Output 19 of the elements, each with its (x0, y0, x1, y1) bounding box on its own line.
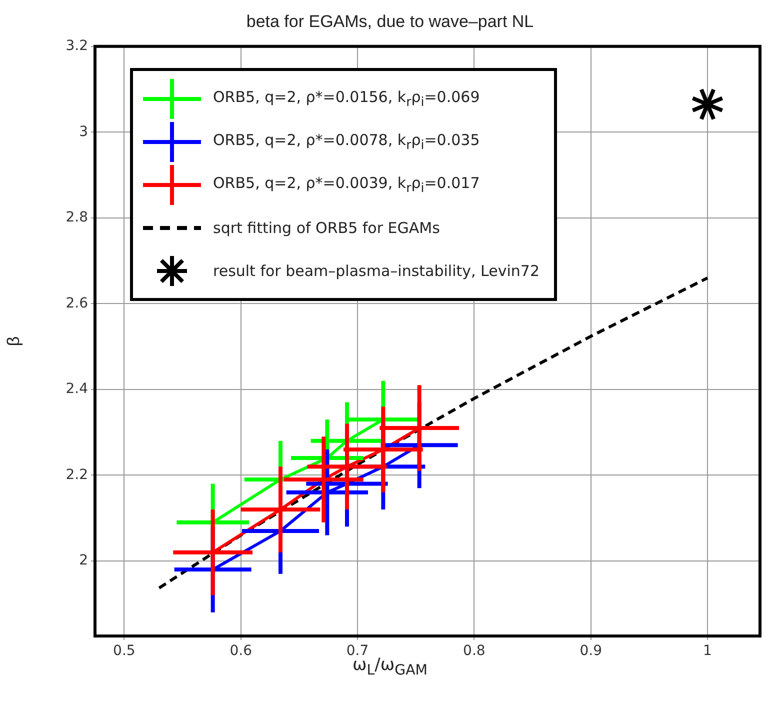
legend-label: result for beam–plasma–instability, Levin72 (213, 262, 540, 280)
legend-label: ORB5, q=2, ρ*=0.0039, k$_{r}$ρ$_{i}$=0.017 (213, 174, 480, 195)
y-tick-label: 2.6 (66, 295, 88, 312)
y-tick-label: 2 (79, 552, 88, 569)
legend-label: ORB5, q=2, ρ*=0.0156, k$_{r}$ρ$_{i}$=0.069 (213, 88, 480, 109)
x-tick-label: 0.9 (580, 643, 602, 660)
legend-label: sqrt fitting of ORB5 for EGAMs (213, 218, 440, 236)
legend-label: ORB5, q=2, ρ*=0.0078, k$_{r}$ρ$_{i}$=0.035 (213, 131, 480, 152)
y-tick-label: 3.2 (66, 38, 88, 54)
x-tick-label: 0.6 (230, 643, 252, 660)
y-tick-label: 2.4 (66, 381, 88, 398)
x-tick-label: 0.5 (113, 643, 136, 660)
x-tick-label: 0.8 (463, 643, 486, 660)
y-axis-title: β (4, 336, 23, 346)
y-tick-label: 2.2 (66, 466, 88, 483)
y-tick-label: 3 (79, 124, 88, 140)
chart-title: beta for EGAMs, due to wave–part NL (246, 12, 534, 31)
x-tick-label: 1 (703, 643, 712, 660)
y-tick-label: 2.8 (66, 210, 88, 226)
